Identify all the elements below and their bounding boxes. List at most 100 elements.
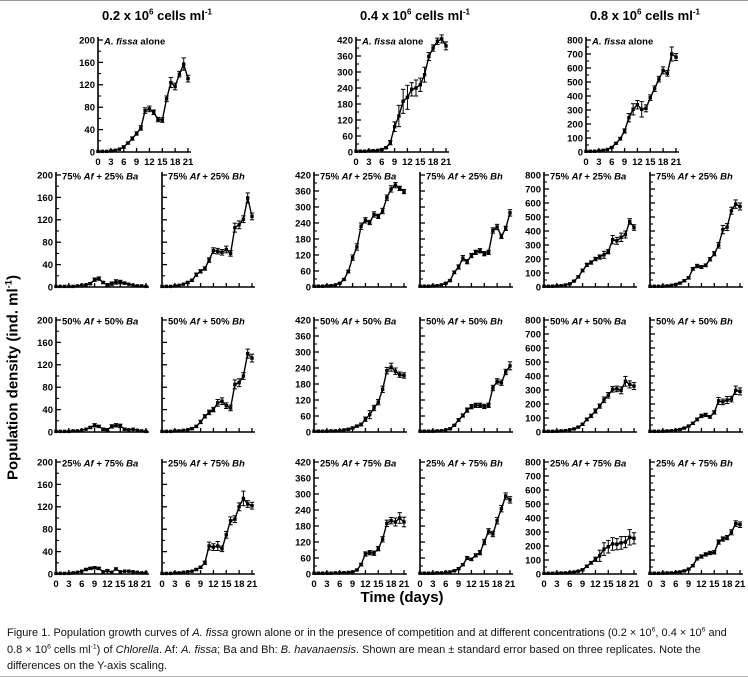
svg-text:180: 180 (337, 99, 353, 110)
svg-text:800: 800 (525, 170, 541, 181)
svg-text:21: 21 (441, 157, 451, 168)
svg-text:12: 12 (590, 579, 601, 590)
svg-text:60: 60 (300, 266, 311, 277)
plot-row: 0 40 80 120 160 200 75% Af + 25% Ba 75% Af + 25… (28, 166, 257, 292)
svg-text:18: 18 (386, 579, 397, 590)
svg-text:120: 120 (295, 395, 311, 406)
plot-25af-75bh-04: 0 3 6 9 12 15 18 21 25% Af + 75% Bh (417, 459, 515, 591)
plot-50af-50bh-08: 50% Af + 50% Bh (648, 317, 743, 433)
svg-text:700: 700 (525, 184, 541, 195)
panel-title: A. fissa alone (103, 37, 165, 48)
svg-text:15: 15 (221, 579, 232, 590)
svg-text:21: 21 (399, 579, 409, 590)
svg-text:200: 200 (79, 35, 95, 46)
svg-text:420: 420 (337, 35, 353, 46)
column-header-0.2e6: 0.2 x 106 cells ml-1 (102, 7, 212, 23)
svg-text:15: 15 (603, 579, 614, 590)
svg-text:60: 60 (300, 553, 311, 564)
svg-text:0: 0 (536, 282, 541, 292)
svg-text:0: 0 (306, 282, 311, 292)
panel-title: 50% Af + 50% Ba (550, 317, 626, 328)
svg-text:180: 180 (295, 379, 311, 390)
svg-text:0: 0 (536, 427, 541, 437)
svg-text:420: 420 (295, 315, 311, 326)
svg-text:21: 21 (735, 579, 745, 590)
panel-title: A. fissa alone (591, 37, 653, 48)
column-header-0.8e6: 0.8 x 106 cells ml-1 (590, 7, 700, 23)
svg-text:500: 500 (525, 357, 541, 368)
panel-title: A. fissa alone (361, 37, 423, 48)
svg-text:6: 6 (121, 157, 126, 168)
panel-title: 50% Af + 50% Ba (320, 317, 396, 328)
plot-50af-50bh-02: 50% Af + 50% Bh (160, 317, 255, 434)
svg-text:6: 6 (185, 579, 190, 590)
svg-text:6: 6 (443, 579, 448, 590)
svg-text:15: 15 (157, 157, 168, 168)
svg-text:21: 21 (671, 157, 681, 168)
svg-text:200: 200 (525, 541, 541, 552)
svg-text:240: 240 (337, 83, 353, 94)
svg-text:12: 12 (466, 579, 477, 590)
svg-text:0: 0 (306, 569, 311, 580)
svg-text:0: 0 (95, 157, 100, 168)
svg-text:40: 40 (42, 405, 53, 416)
svg-text:800: 800 (525, 315, 541, 326)
svg-text:18: 18 (658, 157, 669, 168)
panel-title: 75% Af + 25% Bh (426, 172, 503, 183)
plot-75af-25ba-02: 0 40 80 120 160 200 75% Af + 25% Ba (37, 170, 149, 292)
svg-text:21: 21 (183, 157, 193, 168)
svg-text:9: 9 (686, 579, 691, 590)
svg-text:160: 160 (37, 338, 53, 349)
svg-text:6: 6 (379, 157, 384, 168)
svg-text:0: 0 (353, 157, 358, 168)
plot-50af-50ba-02: 0 40 80 120 160 200 50% Af + 50% Ba (37, 315, 149, 437)
panel-title: 50% Af + 50% Bh (656, 317, 733, 328)
svg-text:0: 0 (311, 579, 316, 590)
svg-text:400: 400 (567, 91, 583, 102)
svg-text:80: 80 (84, 103, 95, 114)
svg-text:12: 12 (696, 579, 707, 590)
panel-title: 25% Af + 75% Bh (426, 459, 503, 470)
svg-text:80: 80 (42, 383, 53, 394)
svg-text:180: 180 (295, 234, 311, 245)
panel-title: 75% Af + 25% Ba (320, 172, 396, 183)
svg-text:300: 300 (525, 527, 541, 538)
svg-text:3: 3 (172, 579, 177, 590)
svg-text:0: 0 (541, 579, 546, 590)
svg-text:600: 600 (525, 343, 541, 354)
plot-row: 0 60 120 180 240 300 360 420 0 3 6 9 12 15 18 21 25% Af … (286, 453, 515, 593)
svg-text:500: 500 (525, 212, 541, 223)
svg-text:120: 120 (37, 360, 53, 371)
svg-text:21: 21 (141, 579, 151, 590)
plot-row: 0 100 200 300 400 500 600 700 800 0 3 6 9 12 15 18 21 A. … (516, 31, 681, 171)
svg-text:160: 160 (37, 193, 53, 204)
svg-text:80: 80 (42, 238, 53, 249)
svg-text:500: 500 (525, 499, 541, 510)
svg-text:120: 120 (295, 537, 311, 548)
svg-text:600: 600 (525, 485, 541, 496)
svg-text:0: 0 (417, 579, 422, 590)
svg-text:400: 400 (525, 226, 541, 237)
svg-text:300: 300 (295, 202, 311, 213)
y-axis-label: Population density (ind. ml-1) (3, 275, 22, 480)
svg-text:0: 0 (48, 427, 53, 437)
svg-text:9: 9 (134, 157, 139, 168)
svg-text:6: 6 (337, 579, 342, 590)
svg-text:18: 18 (128, 579, 139, 590)
svg-text:360: 360 (295, 186, 311, 197)
svg-text:80: 80 (42, 525, 53, 536)
plot-75af-25ba-08: 0 100 200 300 400 500 600 700 800 75% Af + 25% Ba (525, 170, 637, 292)
svg-text:160: 160 (37, 480, 53, 491)
svg-text:200: 200 (567, 119, 583, 130)
svg-text:200: 200 (37, 170, 53, 181)
svg-text:0: 0 (48, 569, 53, 580)
plot-75af-25bh-02: 75% Af + 25% Bh (160, 172, 255, 289)
column-header-0.4e6: 0.4 x 106 cells ml-1 (360, 7, 470, 23)
svg-text:200: 200 (525, 254, 541, 265)
svg-text:12: 12 (208, 579, 219, 590)
svg-text:21: 21 (505, 579, 515, 590)
plot-row: 0 40 80 120 160 200 0 3 6 9 12 15 18 21 25% Af + 75% B… (28, 453, 257, 593)
svg-text:300: 300 (337, 67, 353, 78)
